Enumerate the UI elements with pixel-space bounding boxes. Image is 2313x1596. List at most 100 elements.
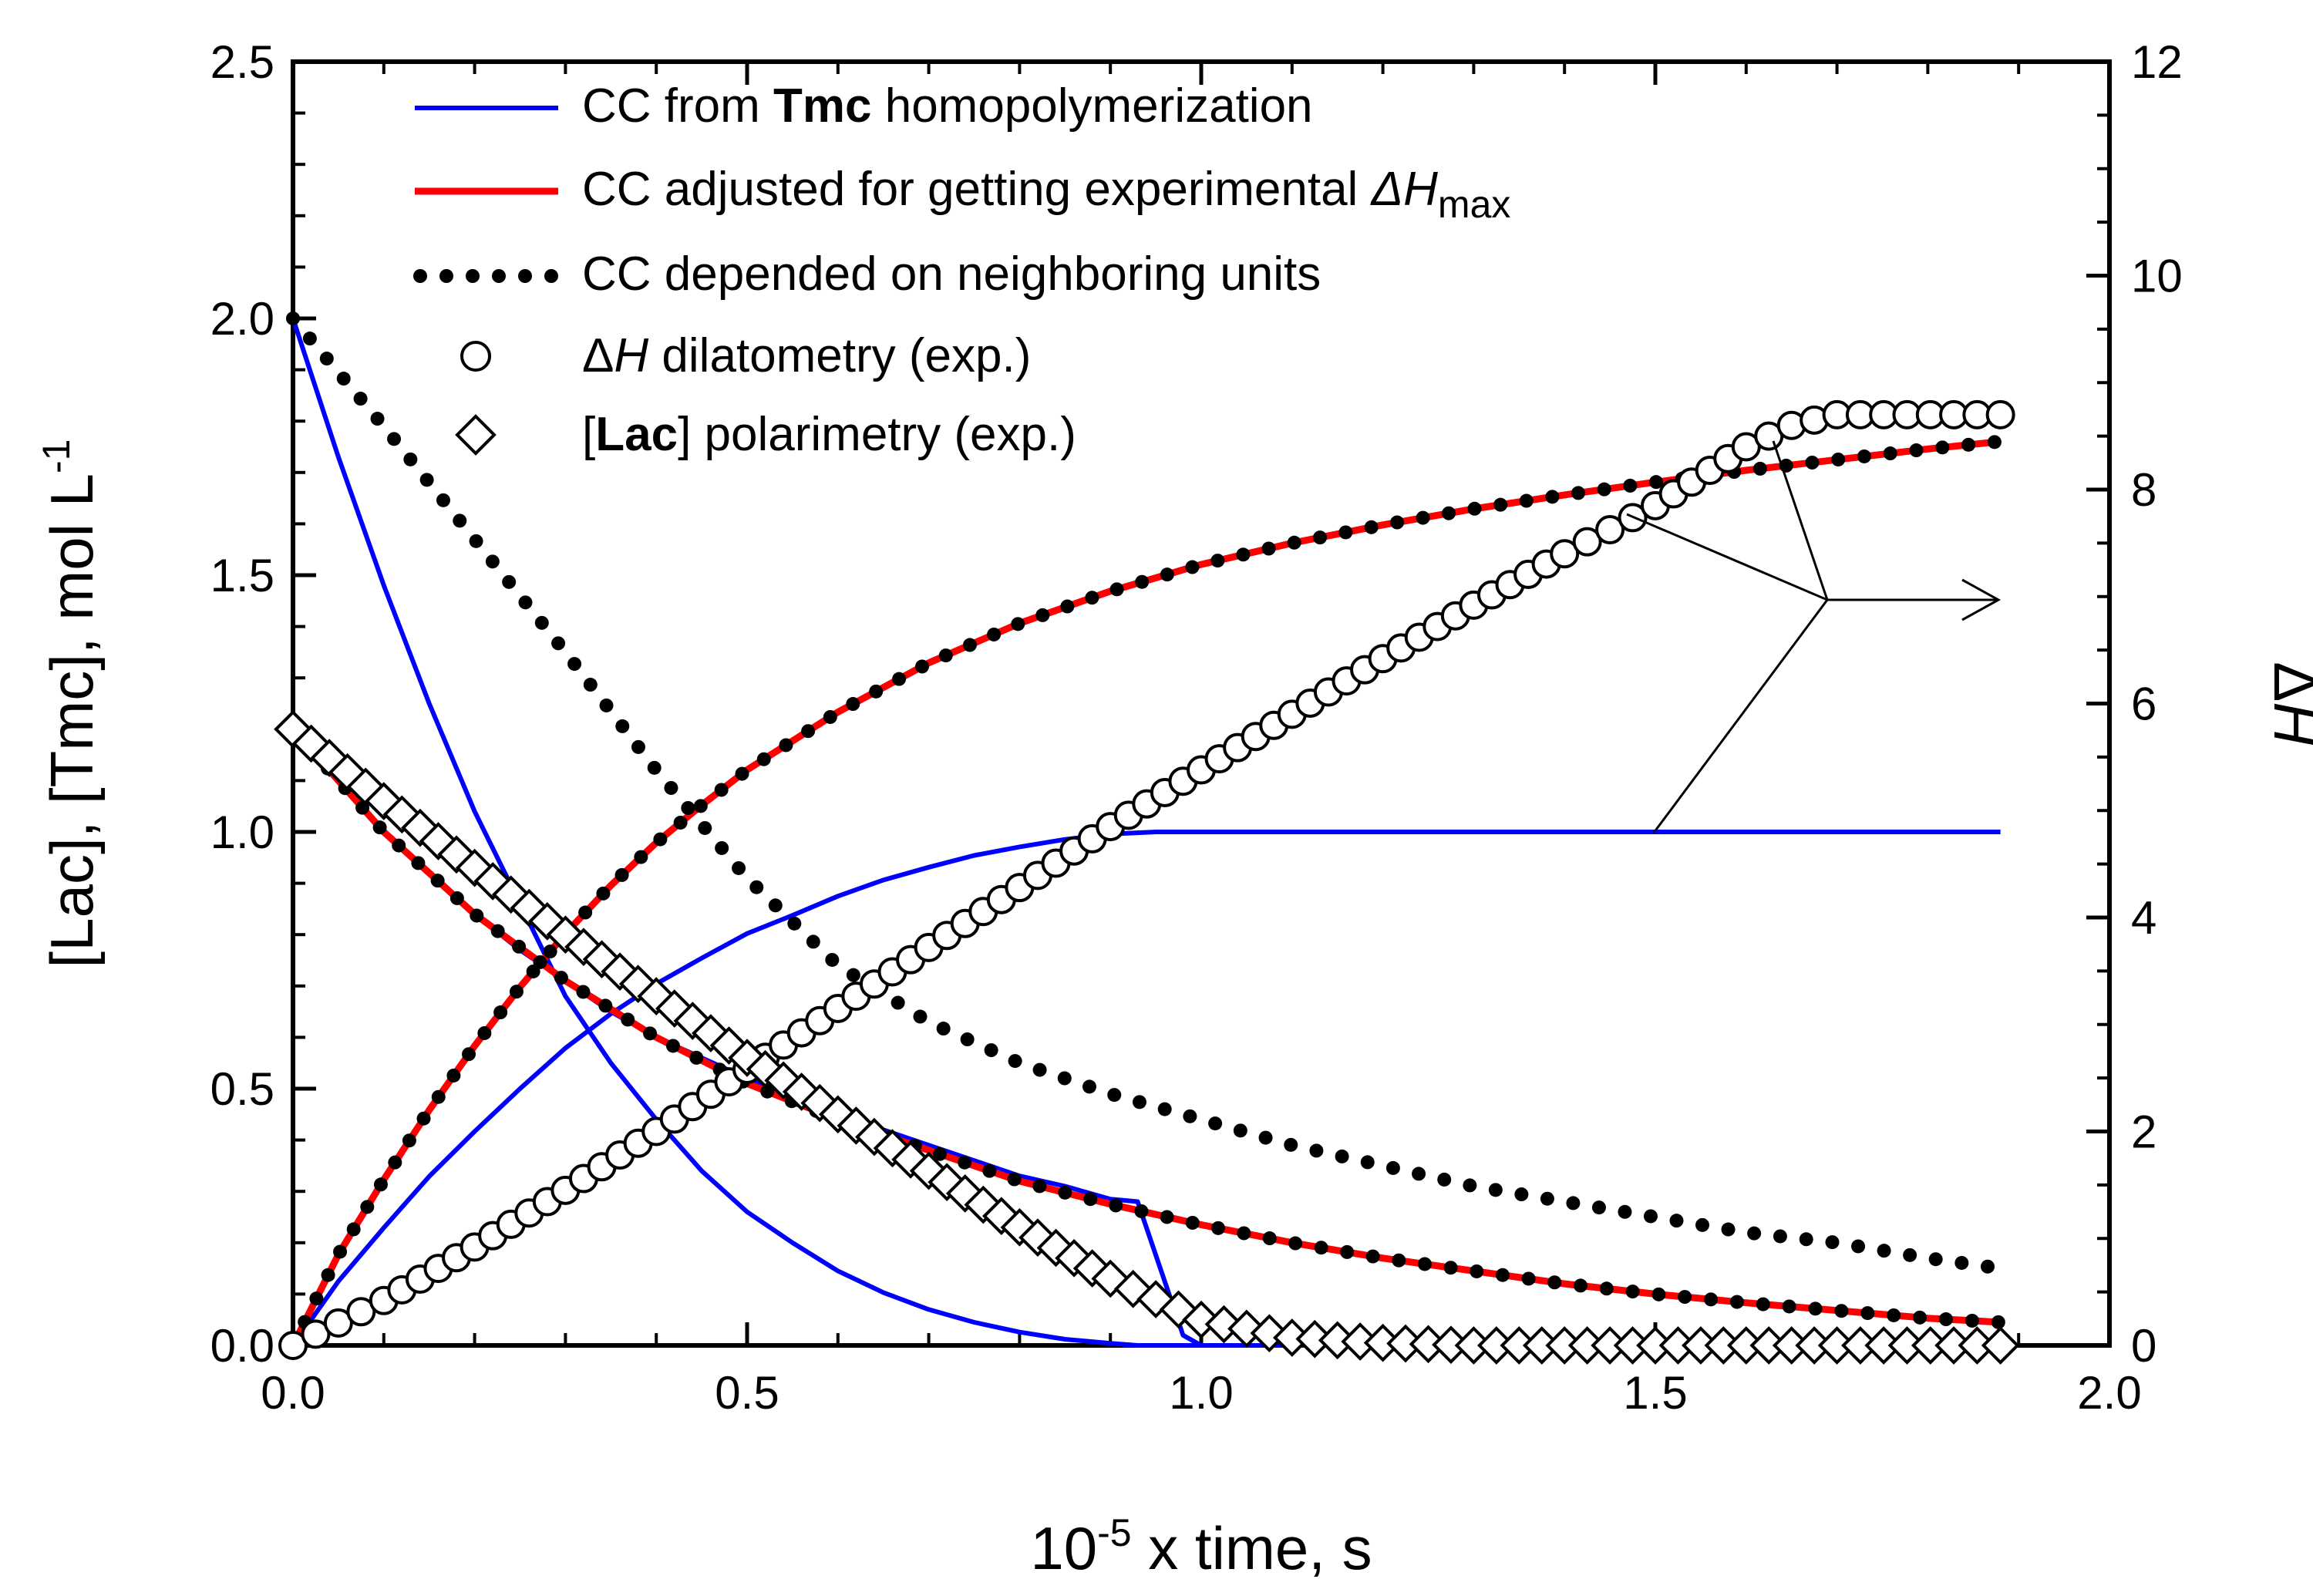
y-left-tick-label: 1.0 [210,806,274,858]
series-dot [319,352,334,366]
series-dot [801,724,816,739]
y-left-tick-label: 2.0 [210,293,274,345]
series-8 [278,399,2015,1360]
series-dot [462,1047,476,1062]
series-dot [846,968,860,982]
series-dot [1981,1259,1995,1274]
series-dot [1364,520,1379,534]
series-circle-marker [1595,515,1625,545]
series-dot [1236,547,1251,562]
series-dot [373,1177,388,1192]
series-dot [665,1039,680,1053]
series-dot [1058,1185,1072,1200]
series-dot [869,684,884,699]
series-dot [958,1155,972,1170]
y-right-tick-label: 10 [2131,251,2183,302]
series-dot [1987,435,2002,450]
series-dot [543,944,557,959]
series-dot [1390,515,1405,530]
legend-item-3: ΔH dilatometry (exp.) [460,329,1031,382]
series-dot [715,840,729,855]
series-diamond-marker [891,1140,930,1179]
series-dot [1185,1215,1200,1230]
series-dot [938,648,953,663]
series-dot [1488,1183,1503,1197]
series-dot [693,799,708,813]
series-dot [914,659,929,674]
series-circle-marker [301,1319,331,1349]
legend-item-1: CC adjusted for getting experimental ΔHm… [415,163,1510,226]
series-dot [1752,461,1767,476]
series-dot [615,719,630,733]
series-dot [1571,486,1586,500]
x-axis-title: 10-5 x time, s [1030,1511,1372,1582]
series-dot [321,1268,335,1282]
series-dot [1857,449,1871,463]
series-dot [1109,582,1124,597]
x-tick-label: 1.0 [1169,1367,1233,1419]
series-dot [1651,1287,1666,1301]
series-dot [987,627,1002,641]
series-dot [1935,440,1950,455]
series-line [291,727,2001,1348]
series-dot [502,574,517,589]
series-dot [621,1012,635,1027]
series-dot [411,856,426,870]
series-dot [891,995,905,1010]
series-dot [1082,1079,1096,1094]
series-dot [567,657,582,672]
series-dot [430,874,445,888]
series-dot [1284,1137,1298,1152]
series-dot [756,752,771,766]
series-dot [1313,530,1328,545]
series-dot [1493,497,1508,512]
series-dot [1860,1306,1875,1321]
series-dot [681,800,695,815]
series-dot [1808,1301,1823,1316]
y-left-tick-label: 1.5 [210,550,274,601]
legend-dot-swatch [492,269,506,283]
annotation-arrowhead [1961,578,2002,621]
series-dot [1060,599,1075,614]
series-dot [346,1222,361,1237]
series-dot [1514,1187,1529,1202]
series-dot [689,1050,704,1065]
series-dot [1338,525,1353,540]
legend-item-4: [Lac] polarimetry (exp.) [455,408,1076,461]
series-dot [1467,501,1482,516]
series-dot [1831,452,1846,466]
series-diamond-marker [510,888,549,928]
series-7 [286,435,2002,1352]
series-dot [387,432,402,446]
series-dot [1495,1268,1510,1282]
series-dot [1007,1172,1022,1187]
series-dot [714,783,729,797]
series-dot [1625,1285,1640,1299]
series-dot [1463,1178,1477,1193]
series-dot [1599,1281,1614,1296]
series-dot [526,964,540,978]
series-dot [1035,608,1050,622]
series-dot [779,738,793,753]
series-dot [1335,1149,1349,1163]
series-dot [512,939,527,954]
series-dot [333,1244,348,1259]
series-circle-marker [1985,399,2015,429]
series-dot [1392,1253,1406,1268]
series-dot [470,908,484,923]
series-dot [353,392,368,406]
series-dot [1903,1248,1917,1262]
series-circle-marker [323,1308,353,1338]
legend: CC from Tmc homopolymerization CC adjuste… [413,79,1510,461]
series-circle-marker [1550,539,1580,569]
series-dot [1704,1292,1719,1307]
series-dot [1540,1191,1554,1206]
series-dot [1134,1204,1149,1218]
series-dot [1340,1244,1355,1259]
series-dot [1443,1261,1458,1275]
series-dot [1597,482,1611,497]
series-dot [372,820,387,835]
series-dot [1782,1299,1796,1314]
y-right-tick-label: 8 [2131,464,2156,516]
